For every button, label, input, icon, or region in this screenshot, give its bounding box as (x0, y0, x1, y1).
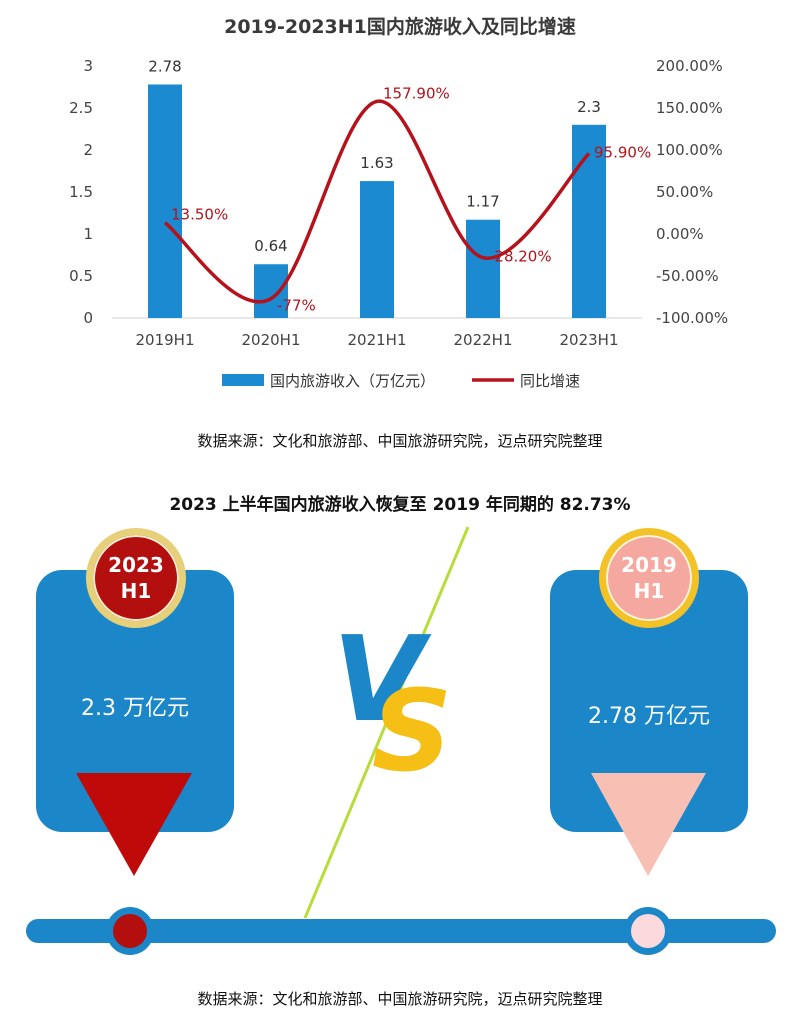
revenue-growth-chart: 2019-2023H1国内旅游收入及同比增速 0 0.5 1 1.5 2 2.5 3 -100… (69, 15, 728, 390)
bar (572, 124, 606, 318)
chart-title: 2019-2023H1国内旅游收入及同比增速 (224, 15, 576, 38)
left-axis-tick-label: 2.5 (69, 99, 93, 117)
vs-letter-v: V (332, 610, 432, 748)
right-axis-tick-label: 100.00% (656, 141, 723, 159)
left-axis-tick-label: 2 (83, 141, 93, 159)
badge-2023h1: 2023 H1 (86, 528, 186, 628)
bar (254, 264, 288, 318)
source-note-bottom: 数据来源：文化和旅游部、中国旅游研究院，迈点研究院整理 (197, 990, 603, 1008)
badge-2019h1: 2019 H1 (599, 528, 699, 628)
x-axis-tick-label: 2020H1 (242, 331, 301, 349)
timeline-marker-2023-dot (113, 914, 147, 948)
line-data-label: 95.90% (594, 143, 651, 161)
down-arrow-left-icon (76, 773, 192, 876)
down-arrow-right-icon (591, 773, 706, 876)
right-axis-tick-label: -100.00% (656, 309, 728, 327)
bar-data-label: 2.3 (577, 98, 601, 116)
left-axis-tick-label: 3 (83, 57, 93, 75)
left-axis-tick-label: 1.5 (69, 183, 93, 201)
bar (466, 219, 500, 318)
right-axis-tick-label: 50.00% (656, 183, 713, 201)
legend-swatch-revenue (222, 374, 264, 386)
bar (148, 84, 182, 318)
x-axis-tick-label: 2021H1 (348, 331, 407, 349)
card-2023h1-value: 2.3 万亿元 (81, 696, 189, 721)
bar-data-label: 0.64 (254, 237, 287, 255)
legend-label-growth: 同比增速 (520, 372, 580, 390)
bar-data-label: 1.63 (360, 154, 393, 172)
badge-2019h1-half: H1 (633, 579, 665, 603)
line-data-label: 157.90% (383, 84, 450, 102)
line-data-label: -28.20% (489, 248, 552, 266)
badge-2023h1-year: 2023 (108, 553, 164, 577)
line-data-label: -77% (277, 297, 316, 315)
badge-2019h1-year: 2019 (621, 553, 677, 577)
legend-label-revenue: 国内旅游收入（万亿元） (270, 372, 435, 390)
x-axis-tick-label: 2019H1 (136, 331, 195, 349)
left-axis-tick-label: 1 (83, 225, 93, 243)
bar (360, 181, 394, 318)
card-2019h1-value: 2.78 万亿元 (588, 704, 710, 729)
line-data-label: 13.50% (171, 206, 228, 224)
right-axis-tick-label: 150.00% (656, 99, 723, 117)
right-axis-tick-label: -50.00% (656, 267, 719, 285)
divider-slash (303, 526, 470, 919)
right-axis-tick-label: 0.00% (656, 225, 704, 243)
x-axis-tick-label: 2022H1 (454, 331, 513, 349)
badge-2023h1-half: H1 (120, 579, 152, 603)
timeline-bar (26, 919, 776, 943)
vs-letter-s: S (372, 667, 453, 797)
comparison-title: 2023 上半年国内旅游收入恢复至 2019 年同期的 82.73% (169, 495, 631, 515)
left-axis-tick-label: 0.5 (69, 267, 93, 285)
bar-data-label: 2.78 (148, 57, 181, 75)
left-axis-tick-label: 0 (83, 309, 93, 327)
timeline-marker-2019-dot (631, 914, 665, 948)
bar-data-label: 1.17 (466, 193, 499, 211)
source-note-top: 数据来源：文化和旅游部、中国旅游研究院，迈点研究院整理 (197, 432, 603, 450)
x-axis-tick-label: 2023H1 (560, 331, 619, 349)
right-axis-tick-label: 200.00% (656, 57, 723, 75)
